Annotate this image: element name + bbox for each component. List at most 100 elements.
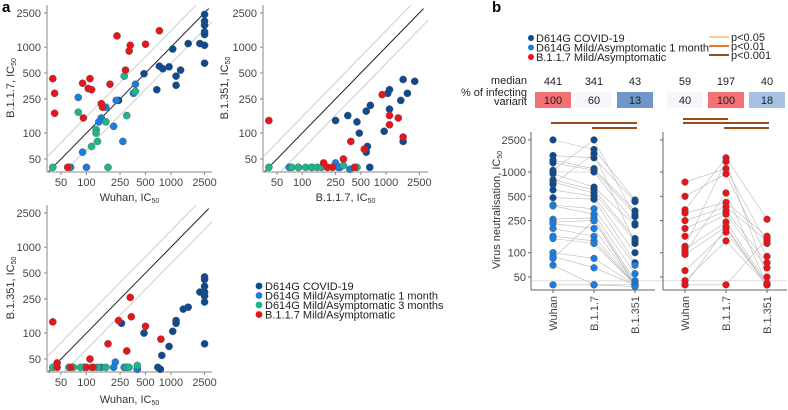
data-point-d614g_covid — [631, 221, 639, 229]
x-axis-label-text: B.1.1.7, IC — [316, 192, 368, 204]
x-category-label: Wuhan — [548, 296, 560, 331]
x-axis-label-text: Wuhan, IC — [100, 394, 152, 405]
data-point-d614g_covid — [353, 118, 361, 126]
data-point-d614g_covid — [631, 239, 639, 248]
data-point-b117_mild — [347, 137, 355, 146]
median-value: 43 — [629, 76, 641, 88]
data-point-b117_mild — [53, 363, 61, 372]
data-point-b117_mild — [87, 85, 96, 94]
identity-line — [47, 208, 210, 372]
data-point-b117_mild — [385, 120, 394, 129]
data-point-b117_mild — [350, 163, 359, 172]
data-point-b117_mild — [141, 322, 150, 331]
x-tick-label: 100 — [293, 177, 311, 189]
y-tick-label: 2500 — [502, 135, 526, 147]
identity-lines — [47, 205, 212, 372]
data-point-d614g_covid — [399, 75, 407, 84]
pct-cell — [667, 92, 703, 108]
legend-marker — [255, 311, 263, 318]
data-point-b117_mild — [89, 363, 97, 372]
data-point-b117_mild — [399, 133, 407, 141]
pct-cell — [708, 92, 744, 108]
data-point-d614g_mild_3m — [133, 361, 142, 370]
data-point-b117_mild — [681, 216, 689, 225]
data-point-b117_mild — [121, 66, 130, 74]
paired-y-axis-label-subscript: 50 — [497, 151, 504, 159]
paired-panel-2: Wuhan B.1.1.7 B.1.351 — [660, 118, 787, 334]
data-point-d614g_covid — [362, 107, 371, 115]
data-point-d614g_mild_3m — [104, 163, 112, 172]
data-point-b117_mild — [66, 363, 75, 372]
data-point-d614g_mild_1m — [94, 118, 103, 126]
y-axis-label: B.1.351, IC50 — [5, 256, 18, 319]
legend-label: D614G COVID-19 — [536, 33, 625, 45]
x-axis-label-subscript: 50 — [151, 198, 159, 205]
x-tick-label: 500 — [352, 177, 370, 189]
legend-marker — [528, 54, 534, 60]
legend-marker — [255, 292, 263, 299]
data-point-d614g_covid — [331, 116, 340, 125]
data-point-b117_mild — [763, 264, 771, 272]
pct-cell — [617, 92, 653, 108]
y-tick-label: 100 — [23, 328, 41, 340]
data-point-d614g_mild_1m — [590, 216, 598, 225]
legend-marker — [528, 35, 534, 41]
pct-value: 100 — [717, 95, 735, 107]
median-value: 59 — [679, 76, 691, 88]
upper-fold-line — [47, 205, 197, 357]
data-point-d614g_covid — [184, 39, 192, 48]
data-point-d614g_covid — [200, 59, 209, 68]
data-point-d614g_covid — [549, 170, 557, 178]
y-axis-label-subscript: 50 — [11, 58, 18, 66]
data-point-d614g_mild_1m — [78, 148, 87, 156]
data-point-b117_mild — [681, 281, 689, 289]
data-point-b117_mild — [86, 355, 94, 363]
data-point-d614g_covid — [590, 149, 598, 158]
data-point-d614g_covid — [200, 275, 209, 284]
pct-cell — [535, 92, 571, 108]
y-tick-label: 2500 — [233, 8, 257, 20]
panel-letter-a: a — [2, 0, 11, 16]
data-point-b117_mild — [681, 250, 689, 259]
y-tick-label: 1000 — [502, 167, 526, 179]
donor-line — [685, 238, 768, 286]
data-point-b117_mild — [378, 90, 386, 99]
y-tick-label: 100 — [239, 128, 257, 140]
data-point-d614g_mild_1m — [82, 163, 91, 172]
legend-marker — [528, 44, 534, 51]
data-point-d614g_mild_1m — [590, 224, 598, 233]
paired-y-axis-label: Virus neutralisation, IC50 — [491, 151, 504, 269]
data-point-b117_mild — [265, 116, 273, 125]
y-axis-label: B.1.1.7, IC50 — [5, 58, 18, 118]
identity-line — [263, 8, 424, 172]
data-point-d614g_covid — [165, 63, 173, 71]
data-point-d614g_covid — [631, 197, 639, 206]
panel-letter-b: b — [492, 0, 501, 16]
data-point-d614g_mild_3m — [93, 137, 102, 146]
data-point-d614g_mild_1m — [631, 270, 639, 278]
data-point-b117_mild — [50, 109, 59, 118]
data-point-d614g_covid — [200, 10, 209, 19]
y-axis-label-text: B.1.1.7, IC — [5, 66, 17, 118]
x-category-label: B.1.1.7 — [589, 296, 601, 331]
x-tick-label: 2500 — [407, 177, 431, 189]
data-point-d614g_covid — [549, 136, 557, 144]
data-point-b117_mild — [78, 79, 87, 88]
data-point-d614g_mild_3m — [102, 363, 110, 372]
x-axis-label-subscript: 50 — [368, 198, 376, 205]
data-point-d614g_mild_3m — [294, 163, 303, 172]
data-point-d614g_mild_1m — [590, 264, 598, 272]
x-tick-label: 500 — [136, 177, 154, 189]
data-point-d614g_covid — [179, 305, 188, 313]
data-point-b117_mild — [360, 145, 369, 154]
pct-value: 13 — [629, 95, 641, 107]
data-point-d614g_mild_1m — [549, 261, 557, 269]
data-point-d614g_mild_1m — [109, 363, 118, 372]
data-point-b117_mild — [114, 316, 123, 325]
data-point-b117_mild — [106, 80, 114, 89]
y-tick-label: 250 — [239, 94, 257, 106]
x-tick-label: 50 — [271, 177, 283, 189]
y-tick-label: 250 — [23, 294, 41, 306]
data-point-d614g_mild_3m — [102, 118, 110, 126]
median-value: 341 — [585, 76, 603, 88]
